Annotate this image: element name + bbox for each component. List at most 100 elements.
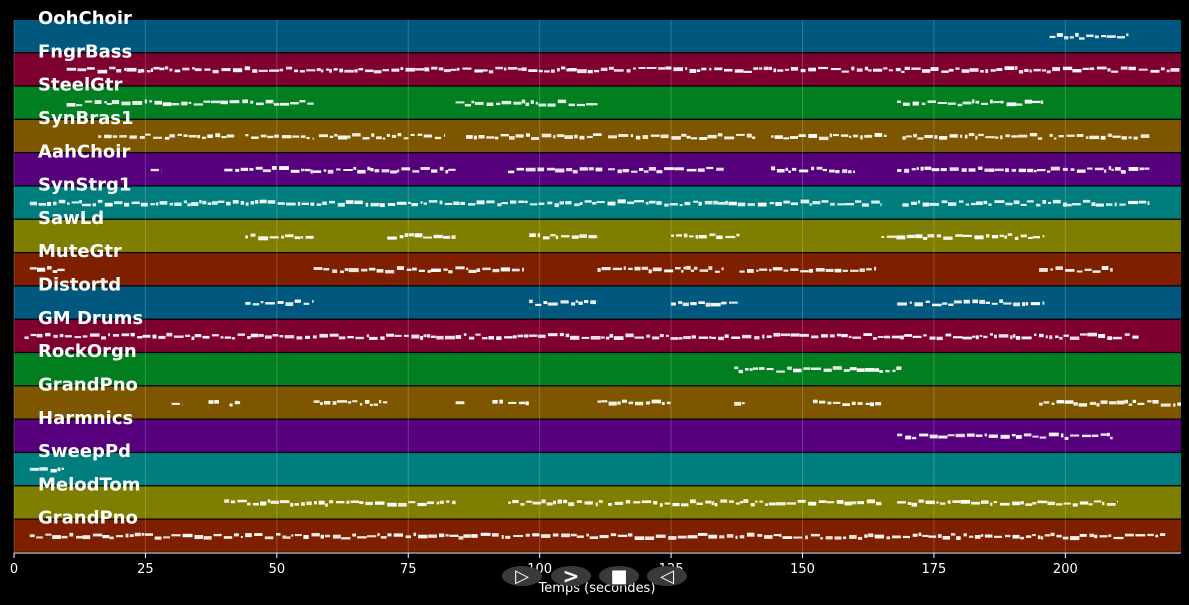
note — [719, 535, 725, 539]
note — [406, 268, 412, 271]
note — [717, 201, 726, 205]
note — [159, 201, 168, 205]
note — [1177, 402, 1181, 406]
play-button[interactable]: ▷ — [502, 566, 542, 587]
note — [1076, 270, 1083, 273]
note — [39, 467, 48, 471]
note — [553, 500, 557, 505]
note — [297, 201, 301, 206]
note — [685, 67, 688, 70]
note — [715, 270, 720, 273]
note — [698, 201, 702, 206]
track-lane — [14, 86, 1181, 119]
note — [417, 133, 423, 136]
note — [566, 168, 573, 172]
note — [529, 203, 538, 206]
note — [517, 68, 522, 71]
note — [46, 202, 52, 206]
note — [665, 66, 672, 70]
note — [941, 200, 948, 204]
note — [154, 100, 162, 105]
note — [991, 235, 999, 239]
note — [376, 136, 382, 140]
note — [1098, 334, 1106, 338]
note — [463, 534, 471, 538]
note — [1007, 233, 1013, 236]
note — [202, 200, 207, 205]
note — [486, 102, 494, 106]
note — [535, 303, 542, 306]
note — [443, 69, 451, 73]
note — [844, 203, 854, 206]
note — [980, 70, 984, 73]
note — [1032, 534, 1036, 537]
note — [1144, 167, 1150, 170]
note — [114, 201, 123, 205]
note — [1071, 203, 1081, 206]
note — [1128, 403, 1133, 406]
note — [310, 169, 313, 174]
note-segment — [387, 233, 456, 240]
note — [325, 503, 328, 507]
note — [1120, 170, 1126, 174]
note-segment — [466, 133, 602, 140]
note — [635, 401, 644, 406]
note — [245, 134, 249, 137]
note — [931, 168, 940, 172]
note — [272, 334, 279, 337]
note — [690, 499, 696, 504]
note — [1082, 67, 1089, 70]
note — [1016, 103, 1023, 106]
note — [482, 337, 488, 340]
note — [677, 535, 687, 539]
rewind-button[interactable]: ◁ — [647, 566, 687, 587]
note — [911, 436, 917, 440]
forward-button[interactable]: > — [551, 564, 591, 588]
note — [743, 70, 752, 73]
note — [1124, 333, 1130, 336]
note — [140, 202, 148, 207]
note — [638, 168, 644, 171]
note — [634, 200, 644, 203]
note — [900, 335, 904, 340]
track-label: GrandPno — [38, 374, 138, 395]
note — [1094, 167, 1104, 171]
note — [866, 268, 872, 271]
note — [947, 102, 956, 105]
note — [571, 235, 579, 239]
note — [704, 200, 713, 205]
note — [329, 135, 334, 138]
x-axis: 0255075100125150175200 — [10, 552, 1181, 577]
note — [886, 536, 891, 540]
note-segment — [66, 99, 314, 107]
note — [1023, 433, 1032, 437]
note — [1114, 202, 1117, 207]
note — [842, 269, 848, 272]
note-segment — [150, 168, 162, 174]
note — [101, 336, 106, 340]
note — [936, 336, 943, 341]
note — [576, 500, 582, 503]
note — [1106, 503, 1116, 506]
note — [759, 367, 765, 370]
note — [648, 269, 652, 274]
note — [819, 400, 826, 404]
note — [431, 169, 438, 173]
note — [1128, 66, 1136, 71]
note — [443, 134, 446, 137]
note — [224, 168, 233, 172]
note — [1011, 434, 1016, 437]
note — [58, 199, 66, 204]
note — [1026, 200, 1034, 203]
note — [864, 534, 868, 538]
note — [918, 532, 922, 537]
note — [516, 167, 525, 171]
note-segment — [229, 400, 241, 407]
note — [897, 169, 902, 172]
note — [387, 533, 392, 537]
stop-button[interactable]: ■ — [599, 566, 639, 587]
note — [211, 334, 219, 337]
note — [763, 66, 769, 71]
note — [30, 333, 37, 337]
note — [353, 166, 357, 170]
